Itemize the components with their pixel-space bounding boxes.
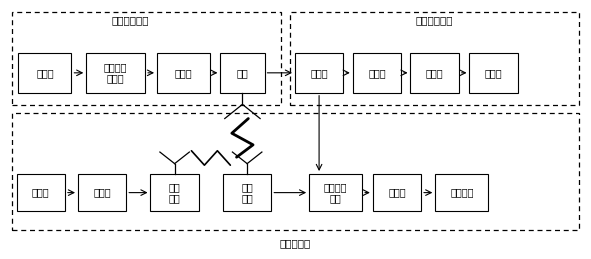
- Text: 天线: 天线: [236, 68, 248, 78]
- Text: 发送
天线: 发送 天线: [169, 182, 180, 203]
- Bar: [12, 113, 579, 230]
- Text: 限幅器: 限幅器: [368, 68, 386, 78]
- Text: 耦合器: 耦合器: [310, 68, 328, 78]
- Bar: [220, 53, 265, 93]
- Text: 接收
天线: 接收 天线: [241, 182, 253, 203]
- Text: 效应物模块: 效应物模块: [280, 238, 311, 248]
- Text: 衰减器: 衰减器: [426, 68, 443, 78]
- Bar: [86, 53, 145, 93]
- Bar: [435, 174, 488, 211]
- Bar: [309, 174, 362, 211]
- Text: 解调器: 解调器: [388, 188, 406, 198]
- Bar: [17, 174, 65, 211]
- Bar: [223, 174, 271, 211]
- Text: 信息源: 信息源: [32, 188, 50, 198]
- Bar: [373, 174, 421, 211]
- Bar: [290, 12, 579, 105]
- Text: 微波监测模块: 微波监测模块: [415, 15, 453, 25]
- Text: 微波产生模块: 微波产生模块: [112, 15, 149, 25]
- Text: 信号源: 信号源: [36, 68, 54, 78]
- Text: 示波器: 示波器: [485, 68, 502, 78]
- Text: 显示终端: 显示终端: [450, 188, 473, 198]
- Bar: [151, 174, 199, 211]
- Text: 调制器: 调制器: [93, 188, 111, 198]
- Bar: [295, 53, 343, 93]
- Bar: [157, 53, 210, 93]
- Text: 低噪声放
大器: 低噪声放 大器: [324, 182, 348, 203]
- Bar: [12, 12, 281, 105]
- Text: 滤波器: 滤波器: [175, 68, 192, 78]
- Bar: [353, 53, 401, 93]
- Bar: [18, 53, 72, 93]
- Bar: [78, 174, 126, 211]
- Bar: [411, 53, 459, 93]
- Bar: [469, 53, 518, 93]
- Text: 固态功率
放大器: 固态功率 放大器: [104, 62, 128, 84]
